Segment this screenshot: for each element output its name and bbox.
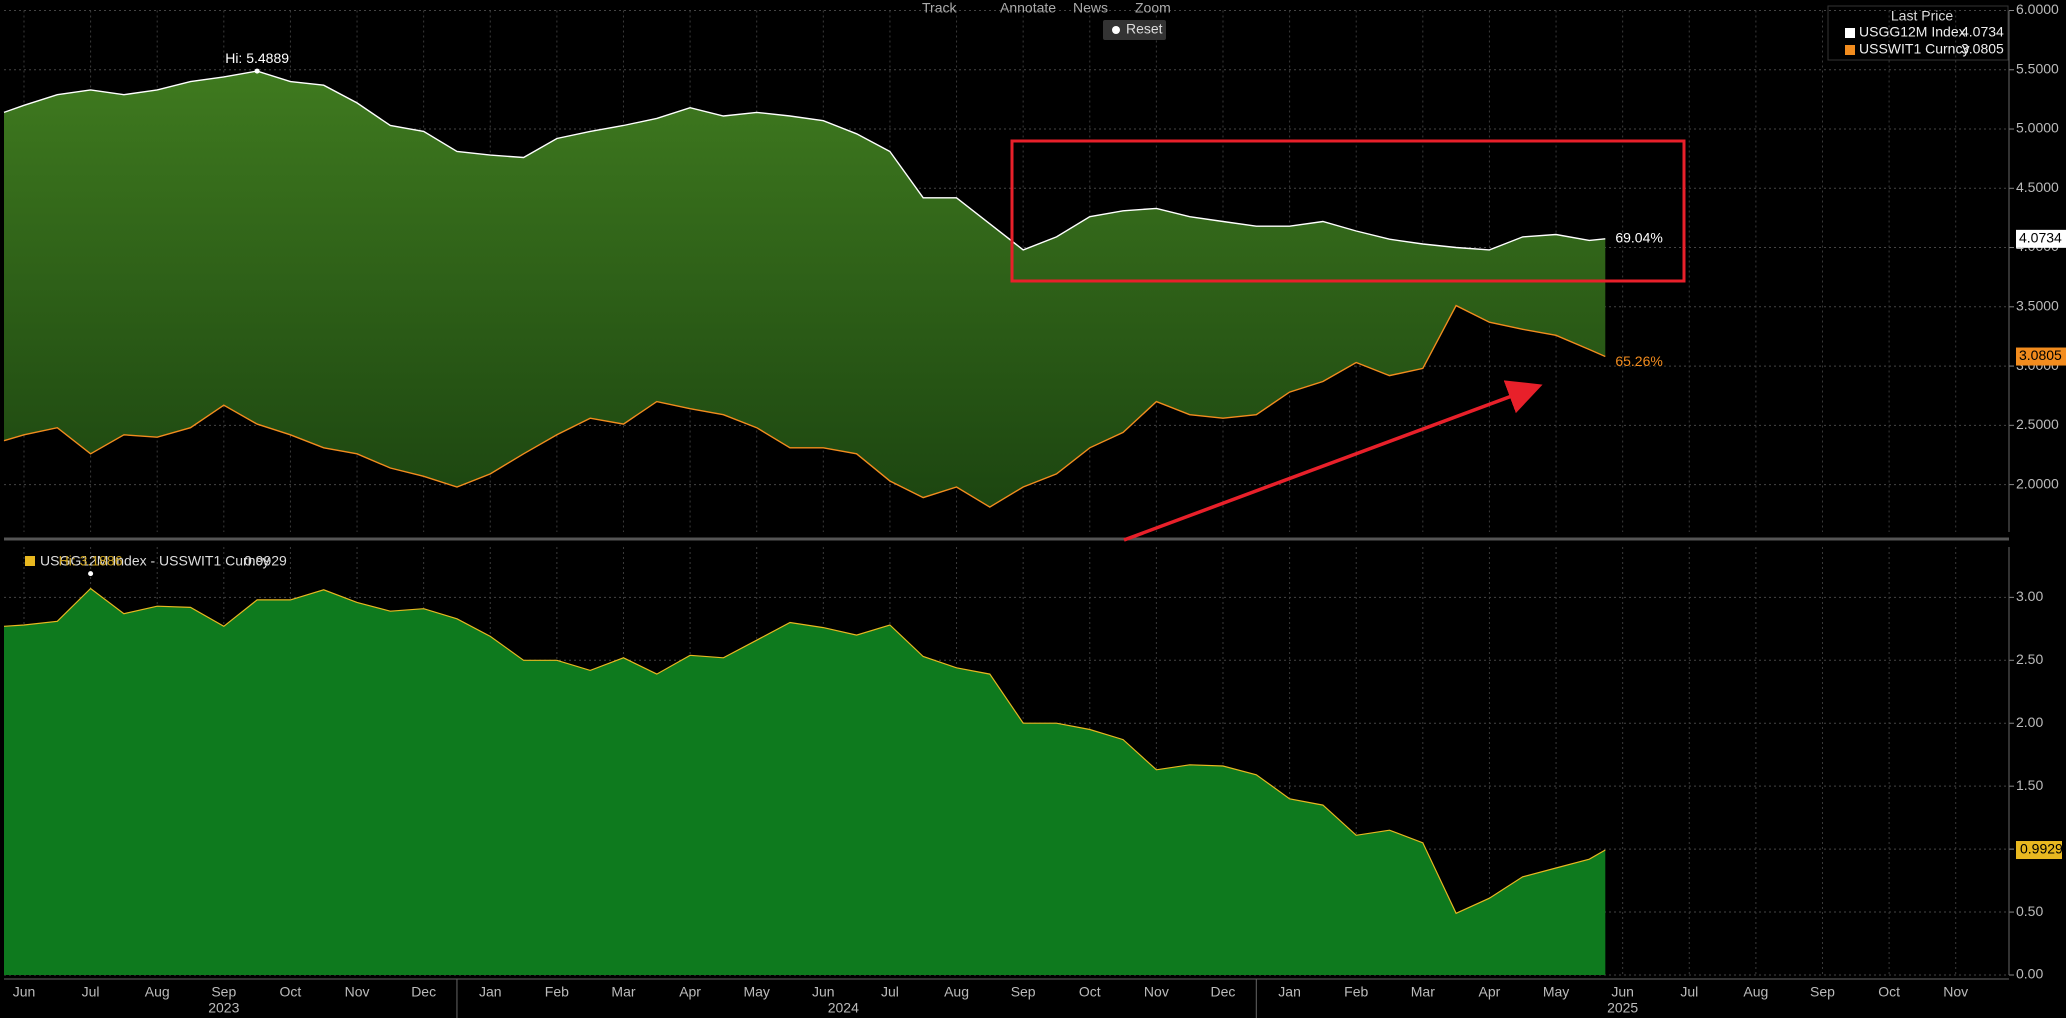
year-label: 2023 (208, 1000, 239, 1016)
y-tick-label: 0.00 (2016, 966, 2043, 982)
x-tick-label: Sep (1810, 984, 1835, 1000)
toolbar-button[interactable]: News (1073, 0, 1108, 16)
legend-title: Last Price (1891, 8, 1953, 24)
x-tick-label: Oct (1079, 984, 1101, 1000)
high-marker (254, 68, 260, 74)
legend-name: USSWIT1 Curncy (1859, 41, 1969, 57)
x-tick-label: Jul (881, 984, 899, 1000)
y-tick-label: 2.50 (2016, 651, 2043, 667)
legend-swatch (1845, 28, 1855, 38)
last-value-box (2016, 841, 2062, 860)
x-tick-label: Oct (280, 984, 302, 1000)
legend-swatch (1845, 45, 1855, 55)
legend-value: 3.0805 (1961, 41, 2004, 57)
x-tick-label: May (743, 984, 769, 1000)
x-tick-label: Jan (479, 984, 502, 1000)
year-label: 2025 (1607, 1000, 1638, 1016)
series-line (3, 587, 1606, 915)
x-tick-label: Jul (82, 984, 100, 1000)
x-tick-label: Mar (611, 984, 635, 1000)
x-tick-label: Jan (1278, 984, 1301, 1000)
highlight-box (1010, 139, 1686, 283)
x-tick-label: Aug (1743, 984, 1768, 1000)
x-tick-label: Nov (345, 984, 370, 1000)
last-value-label: 0.9929 (2020, 841, 2063, 857)
last-value-label: 3.0805 (2019, 347, 2062, 363)
x-tick-label: Sep (1011, 984, 1036, 1000)
last-value-box (2016, 347, 2066, 366)
y-tick-label: 4.5000 (2016, 179, 2059, 195)
x-tick-label: Aug (944, 984, 969, 1000)
y-tick-label: 6.0000 (2016, 1, 2059, 17)
x-tick-label: Dec (411, 984, 436, 1000)
x-tick-label: Aug (145, 984, 170, 1000)
band-fill (4, 71, 1606, 508)
reset-button[interactable] (1103, 20, 1166, 40)
year-label: 2024 (828, 1000, 859, 1016)
area-fill (4, 588, 1606, 975)
legend-name: USGG12M Index (1859, 24, 1966, 40)
y-tick-label: 3.5000 (2016, 298, 2059, 314)
x-tick-label: Nov (1943, 984, 1968, 1000)
high-label: Hi: 5.4889 (225, 50, 289, 66)
pct-label: 65.26% (1615, 353, 1662, 369)
legend-swatch (25, 556, 35, 566)
last-value-label: 4.0734 (2019, 230, 2062, 246)
series-line (3, 304, 1606, 508)
toolbar-button[interactable]: Annotate (1000, 0, 1056, 16)
reset-icon[interactable] (1112, 26, 1120, 34)
y-tick-label: 1.50 (2016, 777, 2043, 793)
y-tick-label: 3.00 (2016, 588, 2043, 604)
x-tick-label: Jun (13, 984, 36, 1000)
y-tick-label: 2.5000 (2016, 416, 2059, 432)
y-tick-label: 2.00 (2016, 714, 2043, 730)
legend-box (1827, 5, 2009, 61)
y-tick-label: 2.0000 (2016, 475, 2059, 491)
reset-label[interactable]: Reset (1126, 21, 1163, 37)
marks-layer (3, 70, 1606, 975)
legend-name: USGG12M Index - USSWIT1 Curncy (40, 553, 270, 569)
x-tick-label: Feb (1344, 984, 1368, 1000)
x-tick-label: Oct (1878, 984, 1900, 1000)
x-tick-label: Jun (1611, 984, 1634, 1000)
last-value-box (2016, 229, 2066, 248)
x-tick-label: Jun (812, 984, 835, 1000)
high-label: Hi: 3.1886 (59, 552, 123, 568)
legend-value: 4.0734 (1961, 24, 2004, 40)
high-marker (88, 571, 94, 577)
x-tick-label: Apr (1479, 984, 1501, 1000)
x-tick-label: Sep (211, 984, 236, 1000)
toolbar-button[interactable]: Track (922, 0, 957, 16)
x-tick-label: Jul (1680, 984, 1698, 1000)
toolbar-button[interactable]: Zoom (1135, 0, 1171, 16)
trend-arrow (1123, 380, 1543, 542)
y-tick-label: 0.50 (2016, 903, 2043, 919)
y-tick-label: 5.0000 (2016, 120, 2059, 136)
x-tick-label: May (1543, 984, 1569, 1000)
x-tick-label: Apr (679, 984, 701, 1000)
x-tick-label: Feb (545, 984, 569, 1000)
legend-value: 0.9929 (244, 553, 287, 569)
x-tick-label: Dec (1211, 984, 1236, 1000)
x-tick-label: Nov (1144, 984, 1169, 1000)
x-tick-label: Mar (1411, 984, 1435, 1000)
ui-layer: Track Annotate News Zoom Reset 2.0000 2.5000 3.… (13, 0, 2066, 1016)
series-line (3, 70, 1606, 251)
y-tick-label: 5.5000 (2016, 60, 2059, 76)
pct-label: 69.04% (1615, 230, 1662, 246)
